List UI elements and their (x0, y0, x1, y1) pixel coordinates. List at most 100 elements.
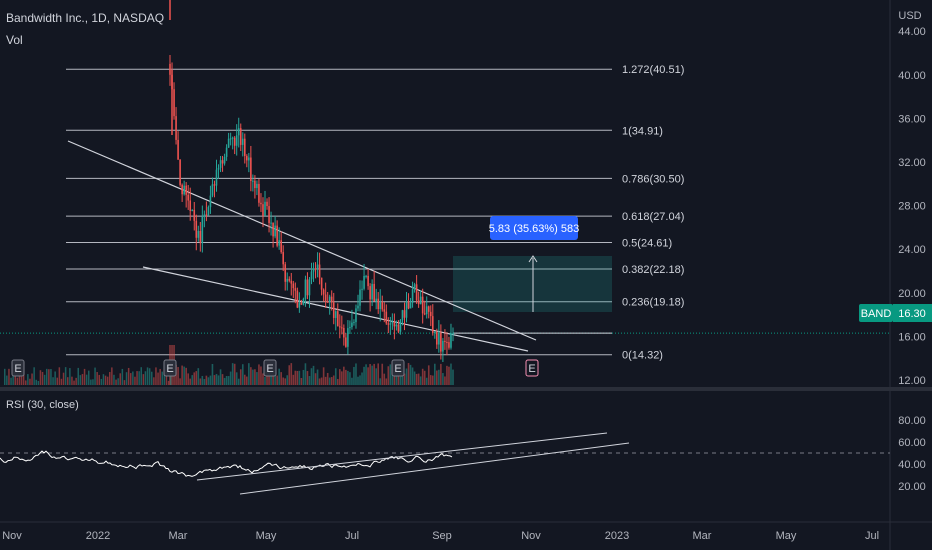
volume-bar (85, 374, 88, 385)
volume-bar (383, 373, 386, 385)
candle-body (440, 332, 442, 352)
fib-level-label: 0.382(22.18) (622, 264, 684, 276)
volume-bar (369, 364, 371, 385)
volume-bar (434, 363, 436, 385)
volume-bar (81, 374, 84, 385)
volume-bar (113, 374, 115, 385)
trendlines[interactable] (67, 140, 537, 352)
volume-bar (371, 365, 373, 385)
candle-body (175, 116, 177, 140)
volume-bar (320, 377, 323, 385)
candle-body (246, 155, 248, 161)
volume-bar (31, 373, 33, 385)
currency-label: USD (898, 10, 921, 22)
earnings-marker[interactable]: E (391, 359, 405, 377)
volume-bar (270, 375, 272, 385)
volume-bar (219, 369, 222, 385)
symbol-title[interactable]: Bandwidth Inc., 1D, NASDAQ (6, 11, 165, 25)
time-tick: Jul (345, 530, 359, 542)
earnings-marker[interactable]: E (525, 359, 539, 377)
candle-body (296, 290, 299, 308)
fib-level-label: 0.236(19.18) (622, 297, 684, 309)
candle-body (361, 288, 363, 290)
volume-bar (284, 378, 287, 385)
candle-body (421, 296, 424, 314)
candle-body (395, 324, 398, 327)
ticker-label: BAND (861, 308, 892, 320)
volume-bar (237, 378, 240, 385)
last-price-label: 16.30 (898, 308, 926, 320)
fib-retracement[interactable]: 1.618(47.63)1.272(40.51)1(34.91)0.786(30… (0, 0, 890, 362)
candle-body (270, 222, 272, 224)
candle-body (377, 298, 380, 310)
volume-bar (351, 377, 353, 385)
volume-bar (413, 371, 416, 385)
volume-bar (288, 365, 291, 385)
price-badge[interactable]: BAND 16.30 (859, 304, 932, 322)
candle-body (322, 289, 325, 295)
measure-label[interactable]: 5.83 (35.63%) 583 (489, 216, 580, 240)
volume-bar (146, 367, 149, 385)
candle-body (407, 301, 410, 309)
candle-body (334, 311, 337, 318)
volume-bar (18, 373, 21, 385)
volume-bar (248, 363, 250, 385)
candle-body (304, 279, 307, 299)
candle-body (177, 139, 179, 160)
candle-body (217, 167, 220, 170)
volume-bar (233, 363, 236, 385)
volume-bar (56, 377, 58, 385)
volume-bar (140, 367, 142, 385)
volume-bar (136, 371, 138, 385)
volume-bar (179, 378, 181, 385)
earnings-marker[interactable]: E (11, 359, 25, 377)
rsi-channel-upper[interactable] (196, 432, 608, 481)
candle-body (436, 331, 438, 345)
volume-bar (282, 377, 284, 385)
candle-body (211, 184, 214, 196)
wedge-upper-trendline[interactable] (67, 140, 537, 341)
volume-bar (399, 376, 402, 385)
volume-bar (159, 368, 161, 385)
candle-body (401, 310, 404, 321)
time-tick: Mar (693, 530, 712, 542)
volume-bar (310, 368, 313, 385)
candle-body (387, 323, 390, 325)
candle-body (213, 184, 216, 186)
candle-body (405, 301, 408, 318)
candle-body (262, 204, 264, 216)
wedge-lower-trendline[interactable] (142, 266, 529, 352)
candle-body (185, 185, 187, 195)
rsi-axis[interactable]: 80.00 60.00 40.00 20.00 (898, 415, 926, 493)
candle-body (336, 311, 339, 327)
volume-bar (389, 364, 392, 385)
volume-bar (429, 375, 432, 385)
volume-bar (92, 379, 94, 385)
time-axis[interactable]: Nov 2022 Mar May Jul Sep Nov 2023 Mar May Jul (2, 530, 879, 542)
volume-bar (256, 372, 258, 385)
volume-label[interactable]: Vol (6, 33, 23, 47)
volume-bar (37, 380, 40, 385)
volume-bar (203, 378, 206, 385)
candle-body (237, 128, 240, 136)
candle-body (264, 201, 266, 216)
earnings-marker[interactable]: E (163, 359, 177, 377)
rsi-channel-lower[interactable] (239, 442, 630, 495)
earnings-marker[interactable]: E (263, 359, 277, 377)
volume-bar (29, 378, 31, 385)
rsi-tick: 80.00 (898, 415, 926, 427)
candle-body (434, 331, 436, 333)
volume-bar (100, 378, 103, 385)
volume-bar (393, 375, 396, 385)
candle-body (195, 220, 198, 238)
volume-bar (41, 371, 44, 385)
time-tick: 2023 (605, 530, 629, 542)
candle-body (389, 323, 392, 325)
rsi-label[interactable]: RSI (30, close) (6, 399, 79, 411)
volume-bar (324, 376, 327, 385)
pane-separator[interactable] (0, 387, 932, 391)
price-axis[interactable]: 44.00 40.00 36.00 32.00 28.00 24.00 20.00 16.00… (898, 26, 926, 387)
volume-bar (444, 376, 446, 385)
